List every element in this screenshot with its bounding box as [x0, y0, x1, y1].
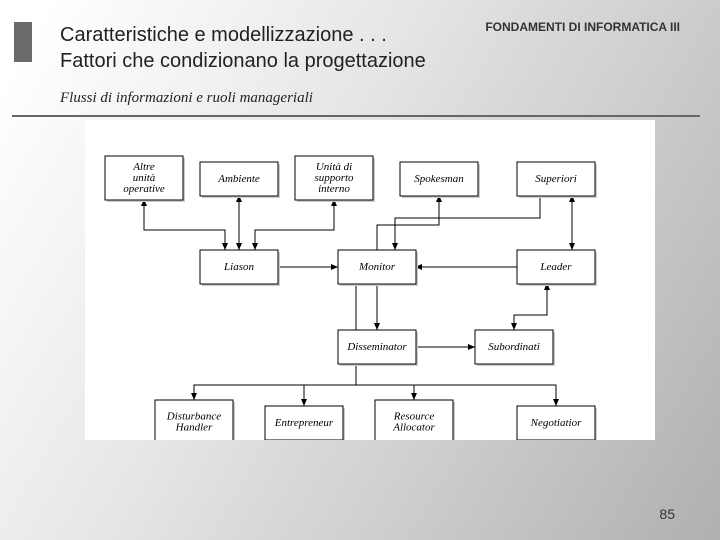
- side-mark: [14, 22, 32, 62]
- node-label-monitor-0: Monitor: [358, 261, 396, 273]
- node-label-superiori-0: Superiori: [535, 173, 577, 185]
- title-line-2: Fattori che condizionano la progettazion…: [60, 48, 426, 74]
- edge-superiori-monitor: [395, 196, 540, 250]
- node-label-entrep-0: Entrepreneur: [274, 417, 334, 429]
- edge-monitor-disturb: [194, 284, 356, 400]
- node-disturb: DisturbanceHandler: [155, 400, 235, 440]
- node-negot: Negotiatior: [517, 406, 597, 440]
- node-label-ambiente-0: Ambiente: [217, 173, 260, 185]
- node-label-disturb-1: Handler: [175, 422, 213, 434]
- node-label-leader-0: Leader: [539, 261, 572, 273]
- node-ambiente: Ambiente: [200, 162, 280, 198]
- node-label-dissem-0: Disseminator: [346, 341, 407, 353]
- edge-spokes-monitor: [377, 196, 439, 250]
- node-supporto: Unità disupportointerno: [295, 156, 375, 202]
- node-liason: Liason: [200, 250, 280, 286]
- title-block: Caratteristiche e modellizzazione . . . …: [60, 22, 426, 74]
- slide: FONDAMENTI DI INFORMATICA III Caratteris…: [0, 0, 720, 540]
- course-label: FONDAMENTI DI INFORMATICA III: [485, 20, 680, 34]
- node-label-supporto-2: interno: [318, 183, 350, 195]
- flowchart-diagram: Altreunitàoperative Ambiente Unità disuppo…: [85, 120, 655, 440]
- divider: [12, 115, 700, 117]
- node-subord: Subordinati: [475, 330, 555, 366]
- node-leader: Leader: [517, 250, 597, 286]
- node-dissem: Disseminator: [338, 330, 418, 366]
- node-resalloc: ResourceAllocator: [375, 400, 455, 440]
- node-entrep: Entrepreneur: [265, 406, 345, 440]
- node-altre: Altreunitàoperative: [105, 156, 185, 202]
- edge-altre-liason: [144, 200, 225, 250]
- node-label-liason-0: Liason: [223, 261, 254, 273]
- edge-leader-subord: [514, 284, 547, 330]
- title-line-1: Caratteristiche e modellizzazione . . .: [60, 22, 426, 48]
- node-label-resalloc-1: Allocator: [392, 422, 435, 434]
- node-superiori: Superiori: [517, 162, 597, 198]
- subtitle: Flussi di informazioni e ruoli manageria…: [60, 90, 313, 107]
- node-label-altre-2: operative: [123, 183, 165, 195]
- node-label-negot-0: Negotiatior: [530, 417, 582, 429]
- node-label-spokes-0: Spokesman: [414, 173, 464, 185]
- page-number: 85: [659, 506, 675, 522]
- node-spokes: Spokesman: [400, 162, 480, 198]
- node-monitor: Monitor: [338, 250, 418, 286]
- edge-supporto-liason: [255, 200, 334, 250]
- node-label-subord-0: Subordinati: [488, 341, 540, 353]
